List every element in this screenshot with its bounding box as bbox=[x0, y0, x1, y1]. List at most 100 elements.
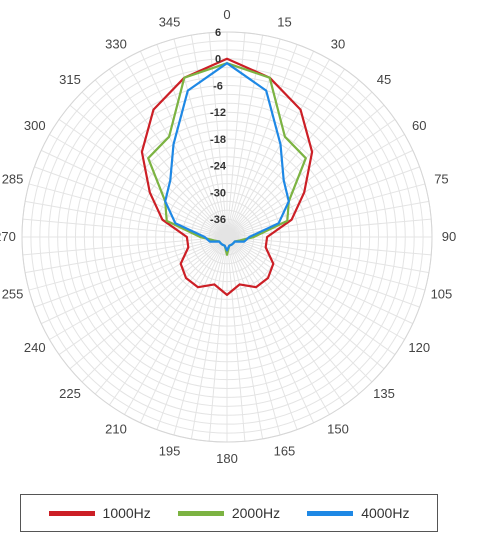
spoke-345 bbox=[173, 38, 228, 238]
spoke-310 bbox=[69, 104, 228, 238]
spoke-220 bbox=[94, 236, 228, 395]
angle-tick-label: 210 bbox=[105, 421, 127, 436]
legend-item-2000hz: 2000Hz bbox=[177, 505, 281, 521]
radial-tick-label: -6 bbox=[213, 80, 223, 92]
spoke-225 bbox=[81, 236, 228, 383]
spoke-175 bbox=[226, 236, 246, 442]
ring bbox=[101, 111, 353, 363]
ring bbox=[217, 227, 237, 247]
radial-labels: 6 0 -6 -12 -18 -24 -30 -36 bbox=[210, 27, 227, 226]
angle-tick-label: 345 bbox=[159, 15, 181, 30]
spoke-35 bbox=[226, 68, 345, 238]
legend-item-1000hz: 1000Hz bbox=[48, 505, 151, 521]
series-line-4000hz bbox=[164, 62, 290, 252]
spoke-135 bbox=[226, 236, 373, 383]
ring bbox=[128, 138, 326, 336]
polar-chart: 0153045607590105120135150165180195210225… bbox=[0, 7, 456, 466]
ring bbox=[181, 191, 273, 283]
spoke-65 bbox=[226, 149, 414, 238]
angle-tick-label: 195 bbox=[159, 443, 181, 458]
spoke-330 bbox=[124, 59, 228, 238]
spoke-250 bbox=[34, 236, 228, 308]
radial-tick-label: -24 bbox=[210, 161, 227, 173]
spoke-285 bbox=[28, 183, 228, 238]
spoke-60 bbox=[226, 134, 405, 238]
spoke-130 bbox=[226, 236, 385, 370]
ring bbox=[74, 84, 380, 390]
spoke-320 bbox=[94, 79, 228, 238]
radial-tick-label: -12 bbox=[210, 107, 226, 119]
ring bbox=[146, 156, 308, 318]
legend-swatch-2000hz bbox=[177, 510, 224, 516]
spoke-70 bbox=[226, 166, 420, 238]
spoke-235 bbox=[58, 236, 228, 355]
spoke-160 bbox=[226, 236, 298, 430]
spoke-105 bbox=[226, 236, 426, 291]
angle-tick-label: 285 bbox=[2, 172, 24, 187]
ring bbox=[119, 129, 335, 345]
spoke-15 bbox=[226, 38, 281, 238]
polar-grid bbox=[21, 31, 433, 443]
ring bbox=[30, 40, 424, 434]
ring bbox=[83, 93, 371, 381]
spoke-185 bbox=[208, 236, 228, 442]
outer-ring bbox=[21, 31, 433, 443]
spoke-205 bbox=[139, 236, 228, 424]
spoke-195 bbox=[173, 236, 228, 436]
spoke-100 bbox=[226, 236, 429, 274]
spoke-245 bbox=[40, 236, 228, 325]
angle-tick-label: 255 bbox=[2, 286, 24, 301]
radial-tick-label: -18 bbox=[210, 134, 226, 146]
ring bbox=[164, 174, 290, 300]
series-lines bbox=[140, 57, 314, 296]
spoke-305 bbox=[58, 119, 228, 238]
angle-tick-label: 120 bbox=[408, 340, 430, 355]
ring bbox=[57, 67, 397, 407]
spoke-355 bbox=[208, 32, 228, 238]
legend-swatch-1000hz bbox=[48, 510, 95, 516]
spoke-325 bbox=[109, 68, 228, 238]
spoke-290 bbox=[34, 166, 228, 238]
spoke-350 bbox=[190, 35, 228, 238]
spoke-170 bbox=[226, 236, 264, 439]
angle-tick-label: 105 bbox=[431, 286, 453, 301]
spoke-340 bbox=[156, 44, 228, 238]
ring bbox=[190, 200, 264, 274]
spoke-255 bbox=[28, 236, 228, 291]
angle-tick-label: 90 bbox=[442, 229, 456, 244]
spoke-200 bbox=[156, 236, 228, 430]
spoke-5 bbox=[226, 32, 246, 238]
ring bbox=[92, 102, 362, 372]
angle-tick-label: 0 bbox=[223, 7, 230, 22]
angle-tick-label: 240 bbox=[24, 340, 46, 355]
spoke-110 bbox=[226, 236, 420, 308]
spoke-335 bbox=[139, 50, 228, 238]
spoke-260 bbox=[25, 236, 228, 274]
spoke-230 bbox=[69, 236, 228, 370]
spoke-140 bbox=[226, 236, 360, 395]
spoke-10 bbox=[226, 35, 264, 238]
legend-label-1000hz: 1000Hz bbox=[102, 505, 151, 521]
angle-tick-label: 315 bbox=[59, 72, 81, 87]
angle-tick-label: 30 bbox=[331, 37, 345, 52]
angle-tick-label: 75 bbox=[434, 172, 448, 187]
spoke-315 bbox=[81, 91, 228, 238]
ring bbox=[39, 49, 415, 425]
spoke-295 bbox=[40, 149, 228, 238]
legend-label-2000hz: 2000Hz bbox=[231, 505, 281, 521]
angle-tick-label: 165 bbox=[274, 443, 296, 458]
ring bbox=[173, 183, 281, 291]
angle-tick-label: 135 bbox=[373, 386, 395, 401]
angle-tick-label: 330 bbox=[105, 37, 127, 52]
spoke-300 bbox=[49, 134, 228, 238]
spoke-150 bbox=[226, 236, 330, 415]
angle-labels: 0153045607590105120135150165180195210225… bbox=[0, 7, 456, 466]
angle-tick-label: 225 bbox=[59, 386, 81, 401]
ring bbox=[66, 76, 388, 398]
spoke-45 bbox=[226, 91, 373, 238]
series-line-1000hz bbox=[140, 57, 314, 296]
radial-tick-label: -30 bbox=[210, 187, 226, 199]
spoke-115 bbox=[226, 236, 414, 325]
spoke-25 bbox=[226, 50, 315, 238]
spoke-240 bbox=[49, 236, 228, 340]
